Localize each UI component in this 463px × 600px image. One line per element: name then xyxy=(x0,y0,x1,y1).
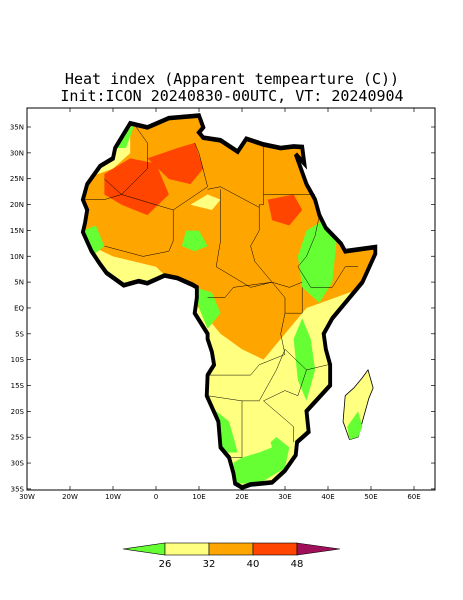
borders xyxy=(83,125,358,458)
red-zone xyxy=(147,142,204,185)
colorbar-swatch xyxy=(122,542,166,556)
x-axis-label: 30W xyxy=(19,493,35,501)
x-axis-label: 20E xyxy=(235,493,248,501)
green-zone xyxy=(293,318,316,401)
colorbar-swatch xyxy=(164,542,210,556)
colorbar-label: 32 xyxy=(203,559,216,570)
y-axis-label: EQ xyxy=(14,304,24,312)
y-axis-label: 10N xyxy=(10,253,24,261)
y-axis-label: 35N xyxy=(10,124,24,132)
x-axis-label: 50E xyxy=(364,493,377,501)
y-axis-label: 30N xyxy=(10,149,24,157)
y-axis-label: 25N xyxy=(10,175,24,183)
y-axis-label: 20N xyxy=(10,201,24,209)
red-zone xyxy=(104,158,169,216)
y-axis-label: 15S xyxy=(11,382,25,390)
x-axis-label: 10E xyxy=(192,493,205,501)
red-zone xyxy=(267,194,303,226)
colorbar-label: 48 xyxy=(291,559,304,570)
colorbar-swatch xyxy=(208,542,254,556)
x-axis-label: 10W xyxy=(105,493,121,501)
x-axis-label: 60E xyxy=(407,493,420,501)
x-axis-label: 20W xyxy=(62,493,78,501)
y-axis-label: 20S xyxy=(11,408,25,416)
colorbar-label: 40 xyxy=(247,559,260,570)
yellow-zone xyxy=(250,431,273,453)
yellow-zone xyxy=(190,194,221,210)
green-zone xyxy=(233,437,290,484)
colorbar-swatch xyxy=(252,542,298,556)
y-axis-label: 25S xyxy=(11,434,25,442)
y-axis-label: 30S xyxy=(11,460,25,468)
map-title: Heat index (Apparent tempearture (C)) xyxy=(65,70,399,88)
green-zone xyxy=(181,230,208,252)
map-subtitle: Init:ICON 20240830-00UTC, VT: 20240904 xyxy=(60,87,403,105)
y-axis-label: 5S xyxy=(15,330,24,338)
y-axis-label: 10S xyxy=(11,356,25,364)
y-axis-label: 5N xyxy=(14,279,24,287)
colorbar xyxy=(122,542,341,556)
x-axis-label: 40E xyxy=(321,493,334,501)
y-axis-label: 15N xyxy=(10,227,24,235)
x-axis-label: 30E xyxy=(278,493,291,501)
x-axis-label: 0 xyxy=(154,493,158,501)
colorbar-swatch xyxy=(296,542,341,556)
green-zone xyxy=(347,411,363,440)
colorbar-label: 26 xyxy=(159,559,172,570)
y-axis-label: 35S xyxy=(11,485,25,493)
